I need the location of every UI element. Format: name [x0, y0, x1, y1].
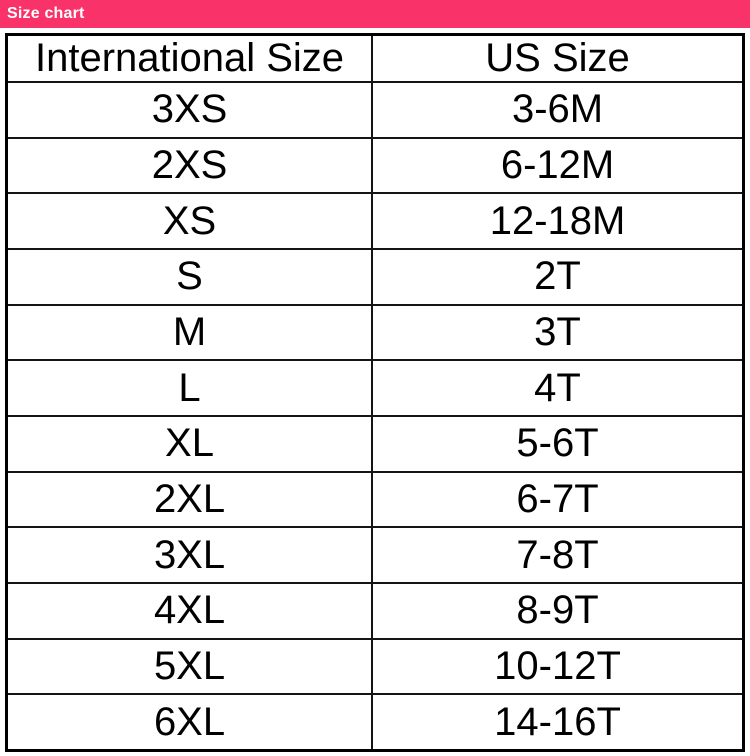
table-row: 6XL 14-16T: [5, 693, 745, 752]
intl-size-cell: 2XL: [5, 470, 374, 529]
size-conversion-table: International Size US Size 3XS 3-6M 2XS …: [5, 33, 745, 752]
table-row: XL 5-6T: [5, 414, 745, 473]
us-size-cell: 14-16T: [371, 693, 745, 752]
intl-size-cell: L: [5, 359, 374, 417]
table-row: 2XS 6-12M: [5, 136, 745, 195]
intl-size-cell: S: [5, 247, 374, 306]
table-row: 3XS 3-6M: [5, 81, 745, 139]
column-header-international-size: International Size: [5, 33, 374, 83]
us-size-cell: 12-18M: [371, 192, 745, 250]
us-size-cell: 8-9T: [371, 581, 745, 640]
table-row: L 4T: [5, 359, 745, 417]
us-size-cell: 3T: [371, 303, 745, 362]
table-header-row: International Size US Size: [5, 33, 745, 83]
table-row: S 2T: [5, 247, 745, 306]
table-row: 5XL 10-12T: [5, 637, 745, 696]
title-bar: Size chart: [0, 0, 750, 28]
us-size-cell: 6-12M: [371, 136, 745, 195]
intl-size-cell: XS: [5, 192, 374, 250]
table-row: XS 12-18M: [5, 192, 745, 250]
intl-size-cell: XL: [5, 414, 374, 473]
intl-size-cell: 5XL: [5, 637, 374, 696]
us-size-cell: 4T: [371, 359, 745, 417]
page-title: Size chart: [7, 5, 85, 22]
intl-size-cell: 3XS: [5, 81, 374, 139]
table-row: 4XL 8-9T: [5, 581, 745, 640]
table-row: 3XL 7-8T: [5, 526, 745, 584]
us-size-cell: 3-6M: [371, 81, 745, 139]
us-size-cell: 10-12T: [371, 637, 745, 696]
us-size-cell: 7-8T: [371, 526, 745, 584]
intl-size-cell: M: [5, 303, 374, 362]
intl-size-cell: 2XS: [5, 136, 374, 195]
column-header-us-size: US Size: [371, 33, 745, 83]
table-row: M 3T: [5, 303, 745, 362]
intl-size-cell: 4XL: [5, 581, 374, 640]
table-row: 2XL 6-7T: [5, 470, 745, 529]
intl-size-cell: 6XL: [5, 693, 374, 752]
intl-size-cell: 3XL: [5, 526, 374, 584]
us-size-cell: 5-6T: [371, 414, 745, 473]
us-size-cell: 6-7T: [371, 470, 745, 529]
us-size-cell: 2T: [371, 247, 745, 306]
